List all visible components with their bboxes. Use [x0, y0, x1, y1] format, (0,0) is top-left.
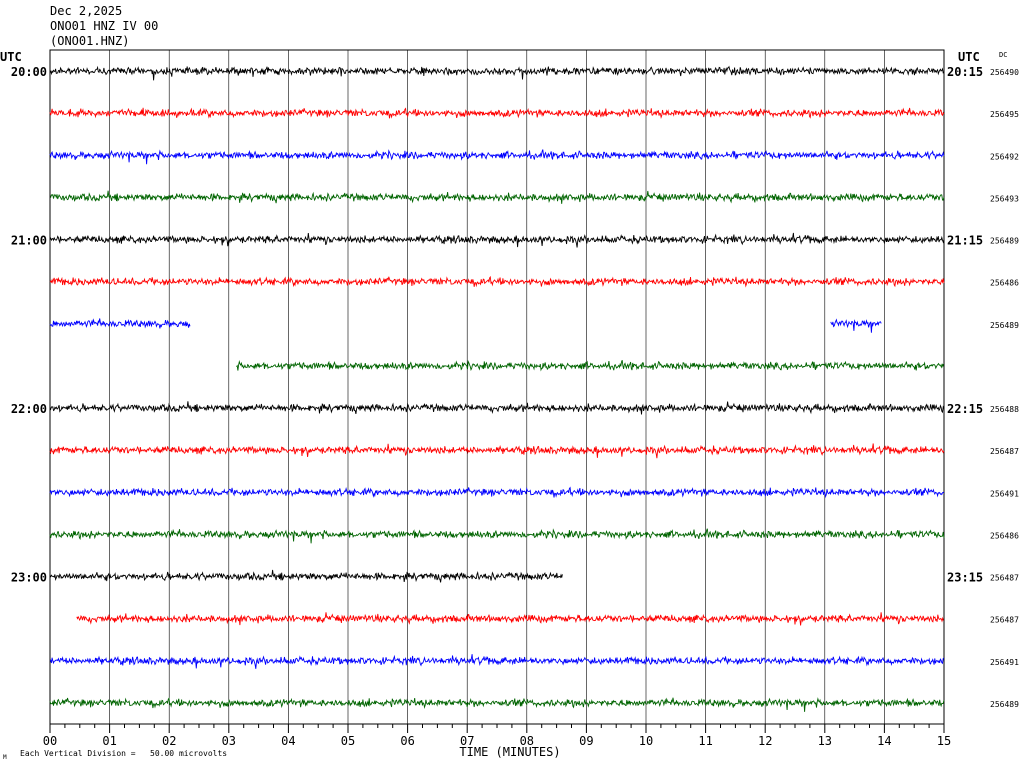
- scale-note: Each Vertical Division = 50.00 microvolt…: [20, 749, 228, 758]
- header-station: ONO01 HNZ IV 00: [50, 19, 159, 33]
- header-date: Dec 2,2025: [50, 4, 123, 18]
- seismic-trace: [236, 359, 944, 372]
- x-tick-label: 06: [400, 734, 414, 748]
- dc-offset-value: 256492: [990, 152, 1019, 161]
- seismic-trace: [49, 569, 563, 583]
- dc-offset-value: 256495: [990, 110, 1019, 119]
- dc-label: DC: [999, 51, 1007, 59]
- x-tick-label: 01: [102, 734, 116, 748]
- dc-offset-value: 256486: [990, 279, 1019, 288]
- x-tick-label: 14: [877, 734, 891, 748]
- seismic-trace: [76, 612, 944, 626]
- x-tick-label: 11: [698, 734, 712, 748]
- row-time-right: 21:15: [947, 234, 983, 248]
- dc-offset-value: 256486: [990, 531, 1019, 540]
- seismic-trace: [49, 528, 945, 544]
- dc-offset-value: 256487: [990, 616, 1019, 625]
- seismic-trace: [49, 149, 945, 165]
- row-time-right: 22:15: [947, 402, 983, 416]
- dc-offset-value: 256488: [990, 405, 1019, 414]
- x-tick-label: 07: [460, 734, 474, 748]
- utc-right-label: UTC: [958, 50, 980, 64]
- row-time-left: 22:00: [11, 402, 47, 416]
- seismic-trace: [49, 654, 945, 669]
- seismic-trace: [49, 697, 945, 712]
- plot-frame: [49, 49, 945, 725]
- x-tick-label: 09: [579, 734, 593, 748]
- header-channel: (ONO01.HNZ): [50, 34, 130, 48]
- x-tick-label: 00: [43, 734, 57, 748]
- x-tick-label: 08: [520, 734, 534, 748]
- seismic-trace: [50, 190, 945, 204]
- row-time-right: 20:15: [947, 65, 983, 79]
- corner-mark: M: [3, 754, 7, 761]
- x-tick-label: 04: [281, 734, 295, 748]
- seismic-trace: [49, 275, 945, 288]
- x-axis-label: TIME (MINUTES): [459, 745, 560, 759]
- dc-offset-value: 256487: [990, 447, 1019, 456]
- x-tick-label: 03: [222, 734, 236, 748]
- dc-offset-value: 256493: [990, 194, 1019, 203]
- x-tick-label: 13: [818, 734, 832, 748]
- dc-offset-value: 256491: [990, 489, 1019, 498]
- x-tick-label: 05: [341, 734, 355, 748]
- row-time-left: 20:00: [11, 65, 47, 79]
- row-time-right: 23:15: [947, 571, 983, 585]
- utc-left-label: UTC: [0, 50, 22, 64]
- x-tick-label: 02: [162, 734, 176, 748]
- dc-offset-value: 256487: [990, 574, 1019, 583]
- dc-offset-value: 256490: [990, 68, 1019, 77]
- seismic-trace: [49, 107, 945, 119]
- dc-offset-value: 256491: [990, 658, 1019, 667]
- seismic-trace: [49, 486, 945, 499]
- x-tick-label: 12: [758, 734, 772, 748]
- x-tick-label: 10: [639, 734, 653, 748]
- seismic-trace: [49, 65, 945, 81]
- dc-offset-value: 256489: [990, 700, 1019, 709]
- dc-offset-value: 256489: [990, 237, 1019, 246]
- row-time-left: 23:00: [11, 571, 47, 585]
- seismic-trace: [49, 443, 945, 459]
- seismic-trace: [830, 318, 882, 333]
- seismic-trace: [49, 232, 945, 248]
- seismic-trace: [49, 318, 191, 329]
- seismic-trace: [49, 401, 945, 415]
- row-time-left: 21:00: [11, 234, 47, 248]
- x-tick-label: 15: [937, 734, 951, 748]
- dc-offset-value: 256489: [990, 321, 1019, 330]
